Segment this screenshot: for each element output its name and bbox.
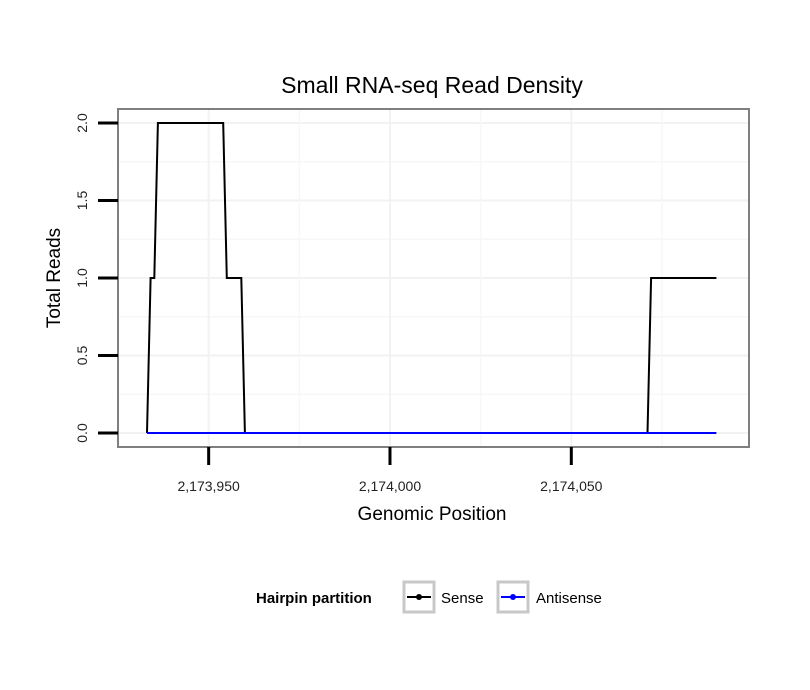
y-tick-label: 2.0 [74, 113, 90, 133]
legend-item-sense: Sense [402, 580, 484, 614]
legend-label-sense: Sense [441, 590, 484, 607]
legend-label-antisense: Antisense [536, 590, 602, 607]
x-tick-label: 2,173,950 [178, 478, 240, 494]
chart-title: Small RNA-seq Read Density [281, 72, 583, 98]
y-tick-label: 1.5 [74, 191, 90, 211]
legend-title: Hairpin partition [256, 590, 372, 607]
legend-marker-sense [416, 594, 422, 600]
legend-marker-antisense [510, 594, 516, 600]
y-tick-label: 0.0 [74, 423, 90, 443]
y-axis: 0.0 0.5 1.0 1.5 2.0 [74, 113, 118, 443]
x-tick-label: 2,174,050 [540, 478, 602, 494]
x-tick-label: 2,174,000 [359, 478, 421, 494]
y-tick-label: 1.0 [74, 268, 90, 288]
y-axis-title: Total Reads [44, 228, 65, 328]
x-axis: 2,173,950 2,174,000 2,174,050 [178, 447, 603, 494]
legend-item-antisense: Antisense [496, 580, 602, 614]
series-layer [146, 122, 717, 434]
x-axis-title: Genomic Position [358, 504, 507, 525]
y-tick-label: 0.5 [74, 346, 90, 366]
legend: Hairpin partition Sense Antisense [256, 580, 602, 614]
series-line-sense [146, 122, 717, 434]
